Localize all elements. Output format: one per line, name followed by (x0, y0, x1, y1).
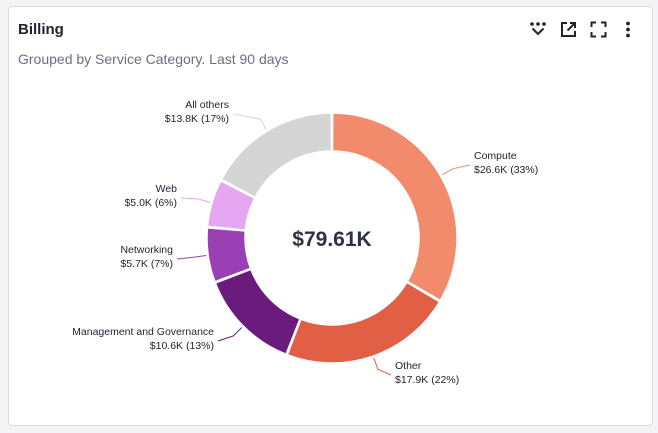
slice-other[interactable] (286, 281, 441, 364)
more-vertical-icon (626, 21, 630, 37)
leader-line (176, 254, 207, 260)
leader-line (441, 164, 471, 176)
slice-label-name: Compute (474, 150, 517, 162)
slice-label-name: Networking (120, 244, 173, 256)
billing-widget: Billing Grouped by Service Category. Las… (8, 6, 653, 426)
donut-chart: Compute $26.6K (33%) Other $17.9K (22%) Mana… (72, 99, 538, 386)
slice-all-others[interactable] (220, 112, 333, 199)
slice-web[interactable] (206, 179, 256, 231)
open-external-icon (560, 21, 576, 37)
slice-label-name: All others (185, 99, 229, 111)
widget-title: Billing (18, 21, 64, 38)
more-options-button[interactable] (618, 19, 638, 39)
widget-subtitle: Grouped by Service Category. Last 90 day… (18, 51, 289, 67)
slice-label-value: $26.6K (33%) (474, 164, 538, 176)
slice-label-name: Management and Governance (72, 326, 214, 338)
slice-label-value: $5.7K (7%) (120, 258, 173, 270)
leader-line (232, 113, 267, 130)
slice-label-name: Other (395, 360, 422, 372)
leader-line (217, 327, 243, 342)
slice-label-value: $13.8K (17%) (165, 113, 229, 125)
slice-compute[interactable] (331, 112, 458, 302)
open-external-button[interactable] (558, 19, 578, 39)
filter-icon (530, 22, 546, 36)
slice-management-and-governance[interactable] (214, 268, 301, 356)
fullscreen-icon (590, 21, 606, 37)
total-value: $79.61K (292, 228, 371, 251)
leader-line (373, 357, 392, 376)
leader-line (180, 197, 211, 203)
slice-networking[interactable] (206, 227, 252, 283)
widget-actions (528, 19, 638, 39)
slice-label-value: $17.9K (22%) (395, 374, 459, 386)
fullscreen-button[interactable] (588, 19, 608, 39)
slice-label-value: $10.6K (13%) (150, 340, 214, 352)
filter-button[interactable] (528, 19, 548, 39)
slice-label-value: $5.0K (6%) (124, 197, 177, 209)
slice-label-name: Web (156, 183, 178, 195)
